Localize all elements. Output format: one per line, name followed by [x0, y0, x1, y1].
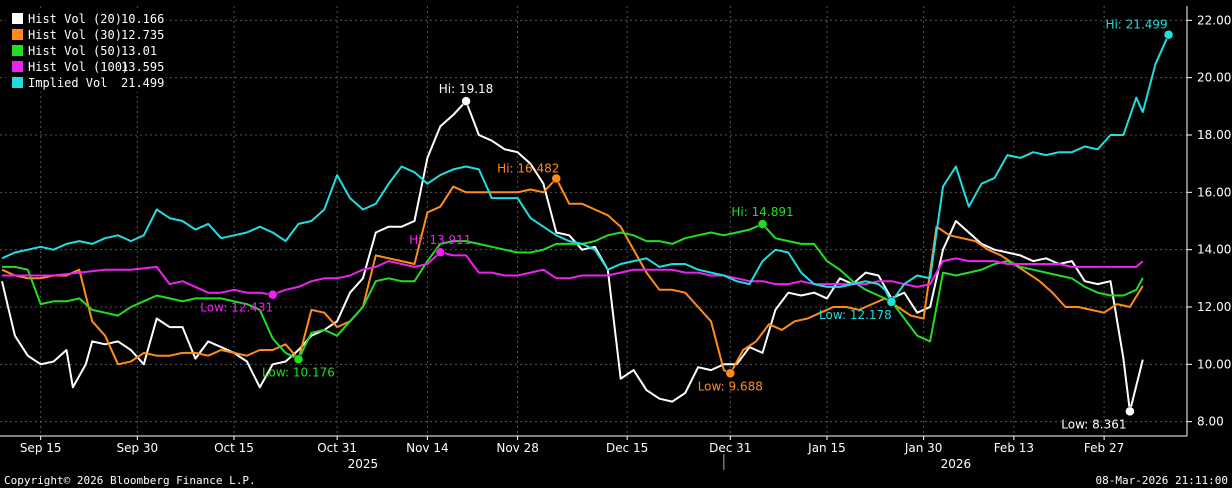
legend-label: Hist Vol (30)	[28, 28, 122, 42]
y-tick-label: 20.00	[1197, 71, 1231, 85]
annotation-marker	[757, 219, 768, 229]
grid-lines	[0, 6, 1187, 436]
annotation-label: Hi: 21.499	[1105, 18, 1167, 32]
legend-value: 12.735	[121, 28, 164, 42]
legend-value: 13.595	[121, 60, 164, 74]
legend-swatch	[12, 13, 23, 24]
annotation-marker	[267, 289, 278, 300]
legend-value: 13.01	[121, 44, 157, 58]
legend-swatch	[12, 77, 23, 88]
annotation-marker	[1125, 406, 1135, 417]
y-tick-label: 14.00	[1197, 243, 1231, 257]
legend: Hist Vol (20) 10.166 Hist Vol (30) 12.735 Hi…	[6, 8, 166, 92]
series-group	[1, 34, 1170, 413]
annotation-marker	[551, 173, 562, 184]
legend-label: Hist Vol (20)	[28, 12, 122, 26]
annotation-label: Low: 8.361	[1061, 417, 1126, 431]
y-tick-label: 16.00	[1197, 185, 1231, 199]
copyright-text: Copyright© 2026 Bloomberg Finance L.P.	[4, 474, 256, 487]
annotation-marker	[461, 96, 471, 106]
y-tick-label: 8.00	[1197, 415, 1224, 429]
series-line-3	[2, 251, 1144, 296]
legend-label: Hist Vol (100)	[28, 60, 129, 74]
legend-value: 10.166	[121, 12, 164, 26]
x-tick-label: Feb 27	[1084, 441, 1124, 455]
year-label: 2025	[348, 457, 379, 471]
x-tick-label: Oct 31	[317, 441, 357, 455]
series-line-0	[1, 100, 1144, 413]
annotation-marker	[886, 297, 897, 307]
x-tick-label: Nov 14	[406, 441, 449, 455]
axes: 8.00 10.00 12.00 14.00 16.00 18.00 20.00 22.00 S…	[0, 6, 1231, 471]
series-line-2	[2, 223, 1144, 361]
year-label: 2026	[941, 457, 972, 471]
annotation-marker	[435, 247, 446, 257]
annotation-label: Low: 9.688	[698, 379, 763, 393]
legend-label: Implied Vol	[28, 76, 107, 90]
y-tick-label: 22.00	[1197, 13, 1231, 27]
legend-label: Hist Vol (50)	[28, 44, 122, 58]
x-tick-label: Dec 31	[709, 441, 751, 455]
x-tick-label: Jan 30	[904, 441, 943, 455]
legend-swatch	[12, 29, 23, 40]
x-tick-label: Jan 15	[807, 441, 846, 455]
series-line-4	[1, 34, 1170, 303]
x-tick-label: Nov 28	[496, 441, 539, 455]
annotation-label: Low: 10.176	[262, 365, 335, 379]
x-tick-label: Sep 15	[20, 441, 62, 455]
annotation-label: Hi: 19.18	[439, 82, 494, 96]
annotation-label: Hi: 14.891	[731, 205, 793, 219]
y-tick-label: 18.00	[1197, 128, 1231, 142]
annotations-group: Hi: 19.18 Low: 8.361 Hi: 16.482 Low: 9.688 H…	[200, 18, 1174, 431]
legend-background	[6, 8, 166, 92]
x-tick-label: Feb 13	[994, 441, 1034, 455]
annotation-marker	[1163, 29, 1174, 40]
series-line-1	[1, 177, 1144, 375]
annotation-marker	[725, 368, 736, 379]
legend-swatch	[12, 45, 23, 56]
legend-swatch	[12, 61, 23, 72]
annotation-label: Low: 12.178	[819, 308, 892, 322]
x-tick-label: Oct 15	[214, 441, 254, 455]
annotation-marker	[293, 354, 304, 365]
x-tick-label: Sep 30	[116, 441, 158, 455]
annotation-label: Hi: 13.911	[409, 233, 471, 247]
legend-value: 21.499	[121, 76, 164, 90]
y-tick-label: 12.00	[1197, 300, 1231, 314]
timestamp-text: 08-Mar-2026 21:11:00	[1096, 474, 1228, 487]
annotation-label: Hi: 16.482	[497, 162, 559, 176]
x-tick-label: Dec 15	[606, 441, 648, 455]
annotation-label: Low: 12.431	[200, 301, 273, 315]
y-tick-label: 10.00	[1197, 357, 1231, 371]
